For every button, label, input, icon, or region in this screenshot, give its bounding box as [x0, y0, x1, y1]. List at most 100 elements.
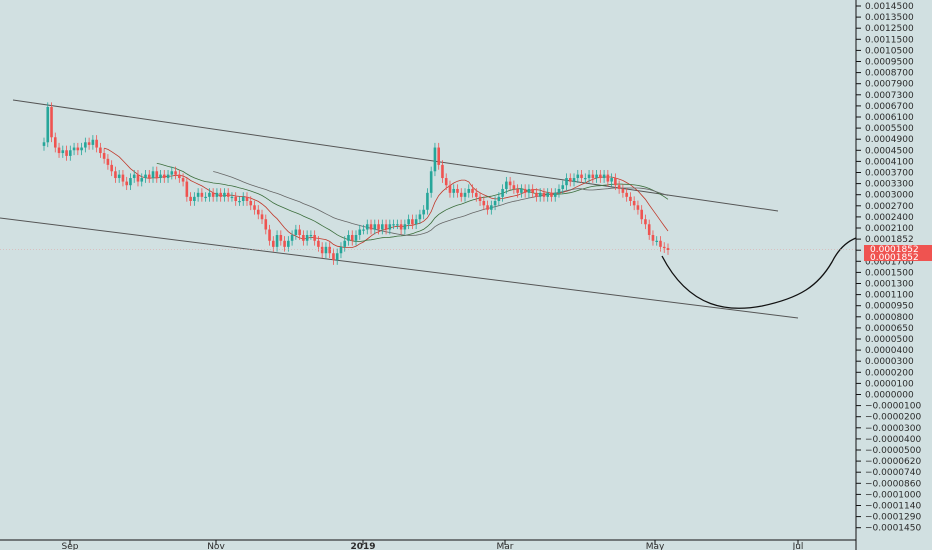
drawing-layer [0, 99, 857, 319]
candle-body [46, 107, 50, 143]
moving-average-line [213, 171, 669, 236]
candle-body [140, 178, 144, 182]
candle-body [535, 192, 538, 197]
time-axis[interactable]: Sep Nov 2019 Mar May Jul [62, 540, 804, 550]
y-tick-label: 0.0001500 [865, 268, 914, 278]
y-tick-label: 0.0003300 [865, 180, 914, 190]
candle-body [238, 200, 241, 203]
y-tick-label: 0.0002700 [865, 202, 914, 212]
candle-body [365, 224, 369, 230]
y-tick-label: −0.0000200 [865, 413, 921, 423]
candle-body [580, 174, 583, 179]
y-tick-label: −0.0000620 [865, 457, 921, 467]
candle-body [215, 192, 219, 197]
candlestick-series [42, 102, 670, 265]
y-tick-label: 0.0000300 [865, 357, 914, 367]
candle-body [546, 192, 550, 197]
candle-body [414, 219, 418, 225]
candle-body [647, 224, 651, 236]
candle-body [429, 171, 433, 193]
candle-body [253, 205, 256, 210]
candle-body [418, 214, 422, 220]
candle-body [155, 171, 159, 179]
moving-average-line [156, 163, 669, 242]
price-axis[interactable]: 0.00145000.00135000.00125000.00115000.00… [856, 2, 921, 534]
candle-body [159, 174, 162, 179]
y-tick-label: 0.0001100 [865, 291, 914, 301]
y-tick-label: 0.0004500 [865, 146, 914, 156]
candle-body [538, 192, 542, 197]
candle-body [493, 200, 497, 206]
y-tick-label: 0.0007300 [865, 91, 914, 101]
candle-body [223, 192, 226, 197]
candle-body [399, 224, 403, 230]
candle-body [606, 174, 610, 182]
candle-body [332, 253, 335, 260]
candle-body [614, 178, 617, 186]
candle-body [625, 192, 628, 197]
candle-body [636, 205, 640, 210]
candle-body [324, 246, 328, 254]
candle-body [226, 192, 230, 197]
candle-body [531, 188, 534, 193]
candle-body [523, 188, 527, 193]
candle-body [471, 188, 474, 193]
candle-body [87, 142, 91, 145]
y-tick-label: 0.0010500 [865, 46, 914, 56]
y-tick-label: 0.0001300 [865, 280, 914, 290]
candle-body [99, 147, 102, 154]
candle-body [294, 229, 298, 236]
candle-body [196, 192, 200, 197]
upper-channel-line[interactable] [12, 99, 779, 212]
candle-body [659, 240, 662, 247]
candle-body [452, 188, 456, 193]
candle-body [260, 214, 264, 220]
candle-body [234, 196, 238, 201]
y-tick-label: 0.0005500 [865, 124, 914, 134]
candle-body [339, 246, 343, 254]
candle-body [610, 178, 613, 182]
candle-body [84, 142, 87, 148]
candle-body [53, 137, 57, 148]
x-tick-label: May [646, 542, 665, 550]
candle-body [102, 153, 106, 159]
x-tick-label: Jul [792, 542, 804, 550]
y-tick-label: −0.0000740 [865, 468, 921, 478]
candle-body [482, 200, 486, 206]
candle-body [381, 224, 384, 230]
x-tick-label: Sep [62, 542, 79, 550]
candle-body [211, 192, 215, 197]
candle-body [377, 224, 380, 230]
candle-body [403, 224, 407, 230]
candle-body [50, 107, 53, 138]
candle-body [313, 235, 316, 241]
y-tick-label: −0.0000400 [865, 435, 921, 445]
candle-body [57, 147, 61, 154]
candle-body [129, 178, 132, 186]
candle-body [666, 248, 670, 250]
y-tick-label: 0.0014500 [865, 2, 914, 12]
y-tick-label: 0.0011500 [865, 35, 914, 45]
lower-channel-line[interactable] [0, 217, 799, 319]
candle-body [80, 147, 83, 151]
y-tick-label: 0.0006100 [865, 113, 914, 123]
y-tick-label: −0.0000860 [865, 479, 921, 489]
last-price-badge: 0.0001852 0.0001852 [864, 245, 932, 263]
candle-body [166, 174, 170, 179]
projection-curve[interactable] [661, 237, 857, 309]
candle-body [396, 224, 399, 226]
candle-body [305, 235, 309, 241]
candle-body [456, 188, 459, 193]
candle-body [151, 171, 155, 179]
candle-body [640, 209, 643, 220]
candle-body [437, 147, 440, 165]
candle-body [463, 192, 467, 197]
y-tick-label: 0.0001700 [865, 257, 914, 267]
candle-body [193, 196, 196, 201]
candle-body [572, 178, 576, 182]
candle-body [347, 235, 350, 241]
y-tick-label: −0.0001290 [865, 513, 921, 523]
candle-body [411, 219, 414, 225]
candle-body [553, 192, 557, 197]
